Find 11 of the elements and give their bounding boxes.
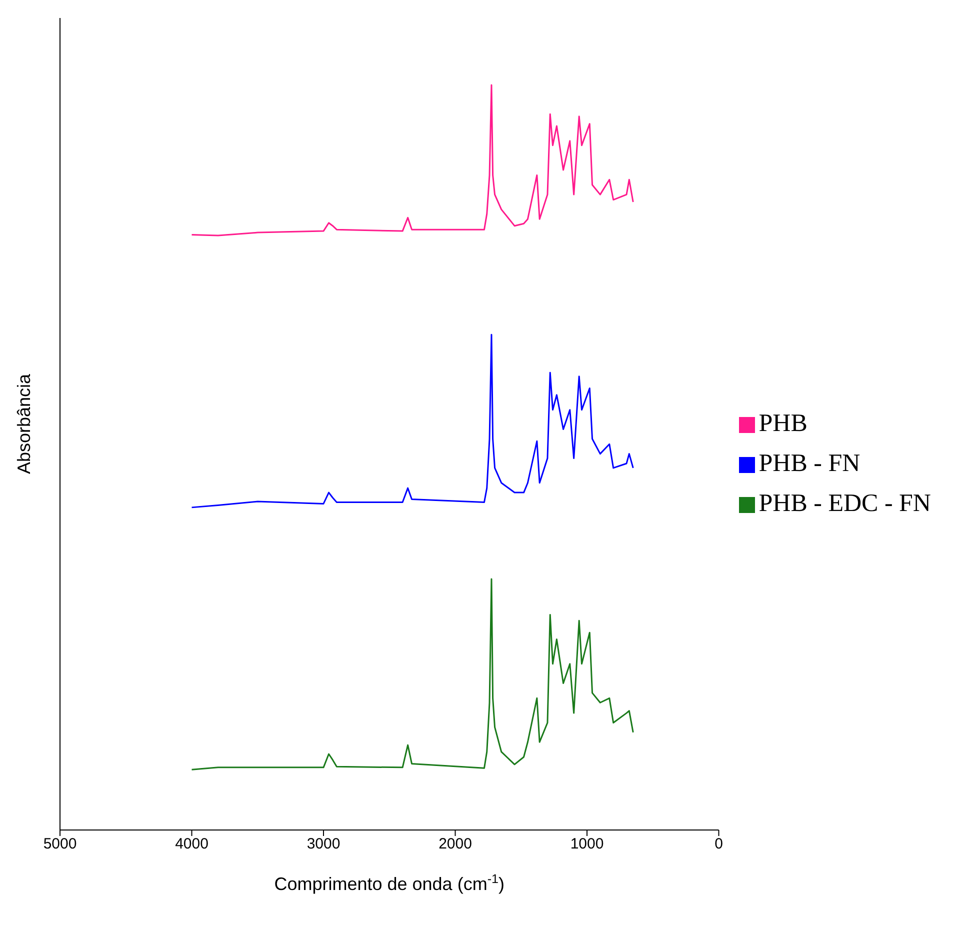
x-tick-label: 4000 — [175, 836, 208, 853]
x-tick-label: 5000 — [43, 836, 77, 853]
x-tick-label: 2000 — [438, 836, 472, 853]
legend-label: PHB - EDC - FN — [758, 490, 931, 517]
x-tick-label: 1000 — [570, 836, 604, 853]
y-axis-title: Absorbância — [14, 372, 34, 474]
legend-label: PHB — [758, 410, 808, 437]
x-tick-label: 0 — [714, 836, 723, 853]
x-axis-title: Comprimento de onda (cm$^{-1}$) — [274, 872, 505, 894]
x-tick-label: 3000 — [306, 836, 340, 853]
legend-label: PHB - FN — [758, 450, 860, 477]
